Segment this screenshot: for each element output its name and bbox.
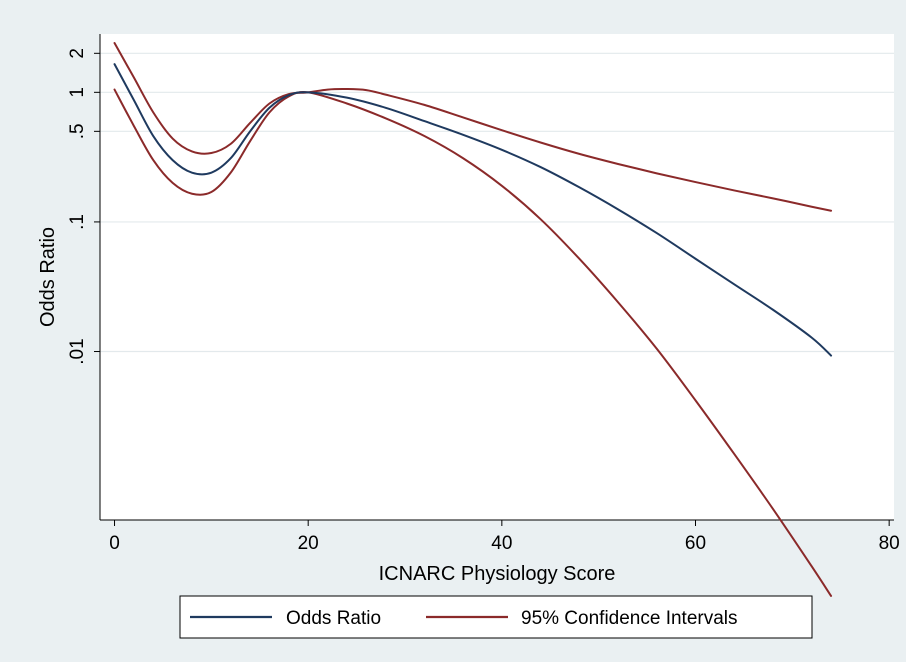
y-tick-label: 1 bbox=[67, 87, 88, 98]
series-line-lower-ci bbox=[113, 88, 833, 597]
legend: Odds Ratio 95% Confidence Intervals bbox=[179, 595, 813, 639]
y-tick-label: .1 bbox=[67, 214, 88, 230]
x-tick-label: 20 bbox=[298, 533, 319, 554]
y-tick-label: .01 bbox=[67, 338, 88, 364]
x-tick-label: 80 bbox=[879, 533, 900, 554]
legend-label-confidence-intervals: 95% Confidence Intervals bbox=[521, 608, 738, 629]
x-tick-label: 40 bbox=[491, 533, 512, 554]
series-line-upper-ci bbox=[113, 42, 833, 212]
x-axis-title: ICNARC Physiology Score bbox=[379, 563, 616, 585]
x-tick-label: 60 bbox=[685, 533, 706, 554]
grid-lines bbox=[100, 52, 894, 353]
y-ticks: 2 1 .5 .1 .01 bbox=[67, 48, 100, 365]
legend-label-odds-ratio: Odds Ratio bbox=[286, 608, 381, 629]
series-lines bbox=[113, 42, 833, 597]
plot-area bbox=[100, 34, 894, 520]
y-axis-title: Odds Ratio bbox=[37, 227, 59, 327]
y-tick-label: .5 bbox=[67, 123, 88, 139]
y-tick-label: 2 bbox=[67, 48, 88, 59]
x-tick-label: 0 bbox=[109, 533, 120, 554]
series-line-odds-ratio bbox=[113, 63, 833, 357]
x-ticks: 0 20 40 60 80 bbox=[109, 520, 900, 554]
